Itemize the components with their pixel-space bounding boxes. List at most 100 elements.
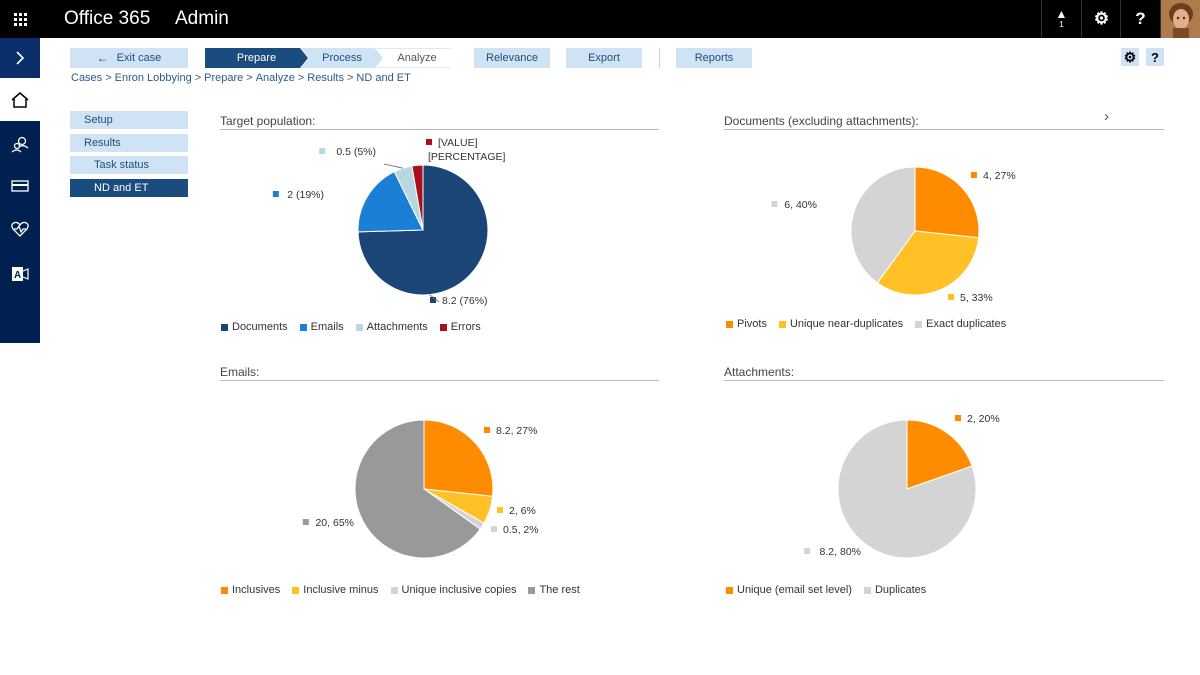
legend-item-inclusives: Inclusives	[221, 584, 280, 596]
reports-button[interactable]: Reports	[676, 48, 752, 68]
expand-icon[interactable]	[0, 38, 40, 78]
pie-slice-errors[interactable]	[411, 164, 424, 231]
breadcrumb-analyze[interactable]: Analyze	[255, 72, 295, 84]
menu-item-task-status[interactable]: Task status	[70, 156, 188, 174]
legend-item-unique-email-set-level: Unique (email set level)	[726, 584, 852, 596]
step-process[interactable]: Process	[301, 48, 383, 68]
panel-divider	[724, 380, 1164, 381]
legend-label: Errors	[450, 321, 481, 333]
avatar[interactable]	[1160, 0, 1200, 38]
settings-icon[interactable]: ⚙	[1081, 0, 1121, 38]
pie-slice-inclusives[interactable]	[423, 419, 494, 497]
legend-item-duplicates: Duplicates	[863, 584, 926, 596]
pie-slice-duplicates[interactable]	[837, 419, 977, 559]
svg-text:4, 27%: 4, 27%	[983, 170, 1016, 182]
export-button[interactable]: Export	[566, 48, 642, 68]
billing-icon[interactable]	[0, 165, 40, 207]
breadcrumb-cases[interactable]: Cases	[71, 72, 103, 84]
legend-swatch	[292, 586, 300, 594]
alert-icon: ▲	[1055, 7, 1068, 21]
breadcrumb-case[interactable]: Enron Lobbying	[114, 72, 192, 84]
label-swatch	[955, 415, 961, 421]
menu-item-nd-et[interactable]: ND and ET	[70, 179, 188, 197]
relevance-button[interactable]: Relevance	[474, 48, 550, 68]
top-bar: Office 365 Admin ▲ 1 ⚙ ?	[0, 0, 1200, 38]
legend-item-inclusive-minus: Inclusive minus	[292, 584, 379, 596]
panel-divider	[220, 129, 659, 130]
data-label-unique-inclusive-copies: 0.5, 2%	[491, 524, 539, 536]
label-swatch	[497, 507, 503, 513]
brand-title[interactable]: Office 365	[64, 8, 151, 29]
legend-label: Documents	[232, 321, 288, 333]
documents-pie-chart: 4, 27% 5, 33% 6, 40%	[771, 166, 1016, 304]
label-swatch	[426, 139, 432, 145]
label-swatch	[319, 148, 326, 154]
legend-item-pivots: Pivots	[726, 318, 767, 330]
target-population-pie-chart: 8.2 (76%) 2 (19%) 0.5 (5%) [VALUE] [PERCENTA…	[272, 137, 505, 307]
data-label-inclusive-minus: 2, 6%	[497, 505, 536, 517]
pie-slice-pivots[interactable]	[914, 166, 980, 239]
panel-divider	[220, 380, 659, 381]
svg-text:2, 20%: 2, 20%	[967, 413, 1000, 425]
pie-slice-the-rest[interactable]	[354, 419, 481, 559]
label-swatch	[272, 191, 279, 197]
exchange-icon[interactable]: A	[0, 253, 40, 295]
label-swatch	[302, 519, 309, 525]
svg-text:5, 33%: 5, 33%	[960, 292, 993, 304]
label-swatch	[771, 201, 778, 207]
breadcrumb-prepare[interactable]: Prepare	[204, 72, 244, 84]
menu-item-setup[interactable]: Setup	[70, 111, 188, 129]
page-help-icon[interactable]: ?	[1146, 48, 1164, 66]
svg-text:[VALUE]: [VALUE]	[438, 137, 478, 149]
attachments-pie-chart: 2, 20% 8.2, 80%	[804, 413, 1000, 559]
svg-text:2 (19%): 2 (19%)	[287, 189, 324, 201]
data-label-errors: [VALUE] [PERCENTAGE]	[426, 137, 505, 163]
legend-label: Unique (email set level)	[737, 584, 852, 596]
svg-text:[PERCENTAGE]: [PERCENTAGE]	[428, 151, 505, 163]
app-launcher-icon[interactable]	[0, 0, 40, 38]
target-population-legend: Documents Emails Attachments Errors	[221, 321, 493, 333]
page-settings-icon[interactable]: ⚙	[1121, 48, 1139, 66]
legend-label: Inclusives	[232, 584, 281, 596]
pie-slice-exact-duplicates[interactable]	[850, 166, 916, 284]
label-swatch	[491, 526, 497, 532]
left-nav-rail: A	[0, 38, 40, 343]
legend-item-exact-duplicates: Exact duplicates	[915, 318, 1006, 330]
chevron-right-icon[interactable]: ›	[1104, 108, 1109, 125]
alert-button[interactable]: ▲ 1	[1041, 0, 1081, 38]
health-icon[interactable]	[0, 208, 40, 250]
attachments-title: Attachments:	[724, 365, 795, 379]
legend-item-attachments: Attachments	[355, 321, 428, 333]
legend-item-documents: Documents	[221, 321, 288, 333]
legend-item-unique-near-duplicates: Unique near-duplicates	[778, 318, 903, 330]
data-label-documents: 8.2 (76%)	[430, 295, 488, 307]
pie-slice-unique-near-duplicates[interactable]	[876, 230, 980, 296]
legend-label: Attachments	[366, 321, 428, 333]
legend-swatch	[299, 323, 307, 331]
data-label-attachments: 0.5 (5%)	[319, 146, 376, 158]
pie-slice-documents[interactable]	[357, 164, 489, 296]
svg-text:8.2, 27%: 8.2, 27%	[496, 425, 537, 437]
pie-slice-emails[interactable]	[357, 170, 424, 233]
leader-line	[383, 163, 404, 169]
users-icon[interactable]	[0, 123, 40, 165]
legend-label: Emails	[310, 321, 344, 333]
home-icon[interactable]	[0, 78, 40, 121]
data-label-duplicates: 8.2, 80%	[804, 546, 861, 558]
legend-swatch	[221, 586, 228, 594]
breadcrumb-results[interactable]: Results	[307, 72, 344, 84]
step-prepare[interactable]: Prepare	[205, 48, 308, 68]
legend-swatch	[355, 323, 363, 331]
data-label-unique-near-duplicates: 5, 33%	[948, 292, 993, 304]
svg-text:6, 40%: 6, 40%	[784, 199, 817, 211]
legend-label: Unique inclusive copies	[401, 584, 517, 596]
label-swatch	[484, 427, 490, 433]
legend-swatch	[221, 323, 228, 331]
help-icon[interactable]: ?	[1120, 0, 1160, 38]
step-analyze[interactable]: Analyze	[376, 48, 458, 68]
exit-case-button[interactable]: ← Exit case	[70, 48, 188, 68]
label-swatch	[948, 294, 954, 300]
menu-item-results[interactable]: Results	[70, 134, 188, 152]
svg-text:A: A	[14, 270, 21, 281]
attachments-legend: Unique (email set level) Duplicates	[726, 584, 938, 596]
